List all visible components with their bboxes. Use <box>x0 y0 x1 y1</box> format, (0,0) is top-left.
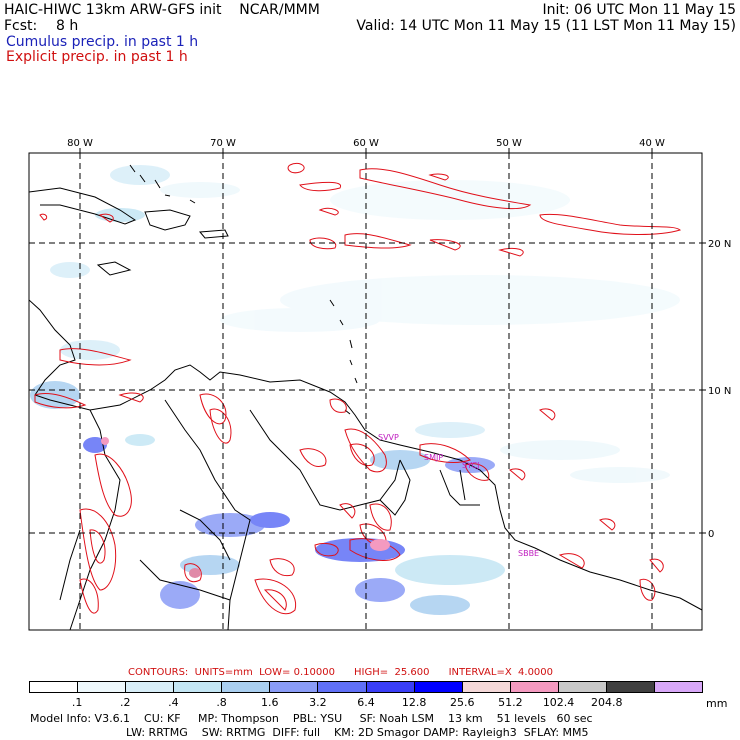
lon-label-70w: 70 W <box>210 138 236 149</box>
latitude-labels: 20 N 10 N 0 <box>708 239 731 540</box>
colorbar-swatch <box>606 682 656 692</box>
colorbar-swatch <box>174 682 223 692</box>
station-label: SVVP <box>378 433 399 442</box>
model-info-line2: LW: RRTMG SW: RRTMG DIFF: full KM: 2D Sm… <box>126 726 589 739</box>
colorbar-label: .2 <box>120 696 131 709</box>
longitude-labels: 80 W 70 W 60 W 50 W 40 W <box>67 138 665 149</box>
colorbar-swatch <box>558 682 607 692</box>
cumulus-legend: Cumulus precip. in past 1 h <box>6 34 199 50</box>
colorbar-label: 6.4 <box>357 696 375 709</box>
colorbar-swatch <box>222 682 271 692</box>
forecast-label: Fcst: <box>4 18 38 34</box>
map-frame <box>28 152 703 631</box>
colorbar-swatch <box>462 682 511 692</box>
lat-label-10n: 10 N <box>708 386 731 397</box>
station-label: SMJP <box>424 453 443 462</box>
colorbar-swatch <box>318 682 367 692</box>
colorbar-label: 3.2 <box>309 696 327 709</box>
explicit-contours <box>34 162 681 615</box>
contours-info: CONTOURS: UNITS=mm LOW= 0.10000 HIGH= 25… <box>128 667 554 678</box>
colorbar <box>29 681 703 693</box>
lat-label-0: 0 <box>708 529 714 540</box>
colorbar-label: 102.4 <box>542 696 575 709</box>
colorbar-label: .8 <box>216 696 227 709</box>
init-time: Init: 06 UTC Mon 11 May 15 <box>542 2 736 18</box>
colorbar-label: 1.6 <box>260 696 279 709</box>
colorbar-label: 51.2 <box>498 696 523 709</box>
colorbar-units: mm <box>706 697 728 710</box>
colorbar-label: 204.8 <box>590 696 623 709</box>
coastlines <box>29 164 702 630</box>
colorbar-swatch <box>30 682 79 692</box>
lon-label-80w: 80 W <box>67 138 93 149</box>
forecast-hour: 8 h <box>56 18 79 34</box>
colorbar-swatch <box>126 682 175 692</box>
colorbar-swatch <box>510 682 559 692</box>
colorbar-label: 25.6 <box>450 696 475 709</box>
lon-label-40w: 40 W <box>639 138 665 149</box>
model-info-line1: Model Info: V3.6.1 CU: KF MP: Thompson P… <box>30 712 593 725</box>
valid-time: Valid: 14 UTC Mon 11 May 15 (11 LST Mon … <box>356 18 736 34</box>
station-label: SYCJ <box>462 461 479 470</box>
station-label: SBBE <box>518 549 539 558</box>
lat-label-20n: 20 N <box>708 239 731 250</box>
colorbar-swatch <box>414 682 463 692</box>
intense-cores <box>101 437 390 578</box>
colorbar-swatch <box>655 682 703 692</box>
colorbar-label: .4 <box>168 696 179 709</box>
colorbar-label: .1 <box>71 696 83 709</box>
lon-label-50w: 50 W <box>496 138 522 149</box>
colorbar-label: 12.8 <box>401 696 427 709</box>
chart-title: HAIC-HIWC 13km ARW-GFS init NCAR/MMM <box>4 2 320 18</box>
explicit-legend: Explicit precip. in past 1 h <box>6 49 188 65</box>
station-labels: SVVP SMJP SYCJ SBBE <box>378 433 539 558</box>
graticule <box>29 153 702 630</box>
colorbar-swatch <box>270 682 319 692</box>
lon-label-60w: 60 W <box>353 138 379 149</box>
colorbar-swatch <box>366 682 415 692</box>
colorbar-swatch <box>78 682 127 692</box>
